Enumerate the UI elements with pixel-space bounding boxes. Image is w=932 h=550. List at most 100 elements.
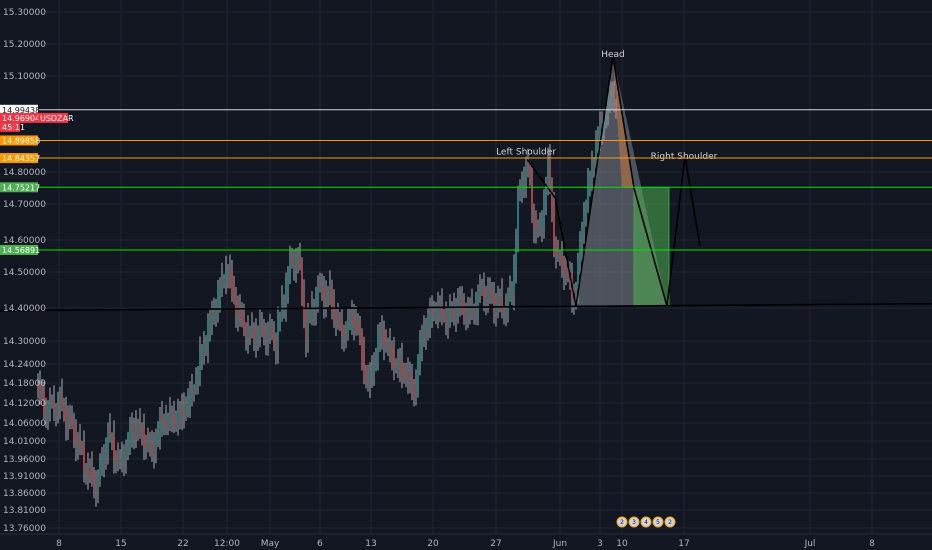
candle-body (407, 371, 409, 382)
economic-events[interactable]: 2 3 4 5 2 (616, 516, 676, 528)
candle-body (393, 354, 395, 370)
candle-body (75, 434, 77, 445)
candle-body (457, 302, 459, 309)
candle-body (481, 287, 483, 292)
candle-body (133, 425, 135, 433)
symbol-tag (38, 112, 68, 123)
candle-body (499, 295, 501, 305)
candle-body (341, 322, 343, 334)
event-marker-icon[interactable] (628, 516, 640, 528)
candle-body (591, 165, 593, 177)
candle-body (417, 359, 419, 385)
candlestick-series (37, 72, 617, 507)
candle-body (191, 388, 193, 392)
candle-body (543, 201, 545, 222)
event-marker-icon[interactable] (652, 516, 664, 528)
candle-body (101, 461, 103, 466)
candle-body (111, 436, 113, 438)
candle-body (37, 382, 39, 384)
head-and-shoulders-path[interactable] (526, 56, 701, 307)
candle-body (277, 322, 279, 347)
candle-body (343, 333, 345, 335)
x-tick-label: 27 (490, 539, 501, 549)
candle-body (203, 346, 205, 356)
candle-body (521, 180, 523, 193)
candle-body (447, 310, 449, 324)
candle-body (217, 296, 219, 309)
candle-body (537, 228, 539, 230)
candle-body (171, 412, 173, 416)
candle-body (99, 465, 101, 482)
candle-body (283, 301, 285, 307)
candle-body (541, 221, 543, 228)
candle-body (427, 322, 429, 327)
candle-body (83, 447, 85, 469)
y-tick-label: 15.10000 (3, 72, 46, 82)
candle-body (273, 336, 275, 339)
candle-body (141, 428, 143, 430)
horizontal-levels[interactable] (38, 109, 932, 251)
y-tick-label: 15.20000 (3, 40, 46, 50)
candle-body (95, 483, 97, 492)
candle-body (131, 427, 133, 433)
last-price-text: 14.96904 (2, 114, 40, 123)
candle-body (165, 420, 167, 427)
candle-body (63, 407, 65, 411)
y-tick-label: 14.40000 (3, 304, 46, 314)
candle-body (389, 344, 391, 346)
candle-body (299, 256, 301, 265)
candle-body (183, 405, 185, 417)
candle-body (293, 261, 295, 267)
event-marker-icon[interactable] (664, 516, 676, 528)
candle-body (201, 353, 203, 356)
candle-body (71, 418, 73, 423)
candle-body (179, 412, 181, 415)
candle-body (77, 440, 79, 445)
candle-body (445, 317, 447, 324)
candle-body (301, 264, 303, 297)
candle-body (369, 370, 371, 386)
candle-body (509, 291, 511, 296)
pattern-drawings[interactable]: Head Left Shoulder Right Shoulder (0, 50, 932, 312)
candle-body (39, 382, 41, 392)
candle-body (269, 327, 271, 333)
candle-body (519, 192, 521, 198)
x-tick-label: 8 (869, 539, 875, 549)
candle-body (515, 241, 517, 268)
candle-body (109, 429, 111, 438)
candle-body (513, 267, 515, 295)
price-axis-panel[interactable] (0, 0, 38, 534)
candle-body (115, 457, 117, 459)
level-price-tag (0, 104, 38, 115)
candle-body (65, 410, 67, 424)
event-marker-icon[interactable] (640, 516, 652, 528)
neckline[interactable] (0, 302, 932, 312)
candle-body (149, 443, 151, 445)
candle-body (337, 318, 339, 323)
candle-body (575, 296, 577, 300)
time-axis-panel[interactable] (0, 534, 932, 550)
candle-body (297, 256, 299, 261)
candle-body (127, 445, 129, 453)
event-marker-icon[interactable] (616, 516, 628, 528)
price-tags: 14.99438 14.89858 14.84357 14.75217 14.56891… (0, 104, 74, 255)
candle-body (611, 87, 613, 96)
candle-body (461, 298, 463, 308)
candle-body (599, 123, 601, 137)
candle-body (305, 313, 307, 340)
candle-body (507, 295, 509, 311)
candle-body (225, 270, 227, 284)
candle-body (237, 308, 239, 317)
y-tick-label: 13.96000 (3, 455, 46, 465)
candle-body (467, 312, 469, 314)
candle-body (405, 374, 407, 382)
candle-body (125, 452, 127, 461)
countdown-tag (0, 122, 20, 132)
candle-body (431, 309, 433, 317)
candle-body (181, 405, 183, 415)
candle-body (129, 427, 131, 446)
event-marker-label: 2 (668, 519, 672, 526)
candle-body (459, 298, 461, 303)
x-tick-label: 6 (317, 539, 323, 549)
